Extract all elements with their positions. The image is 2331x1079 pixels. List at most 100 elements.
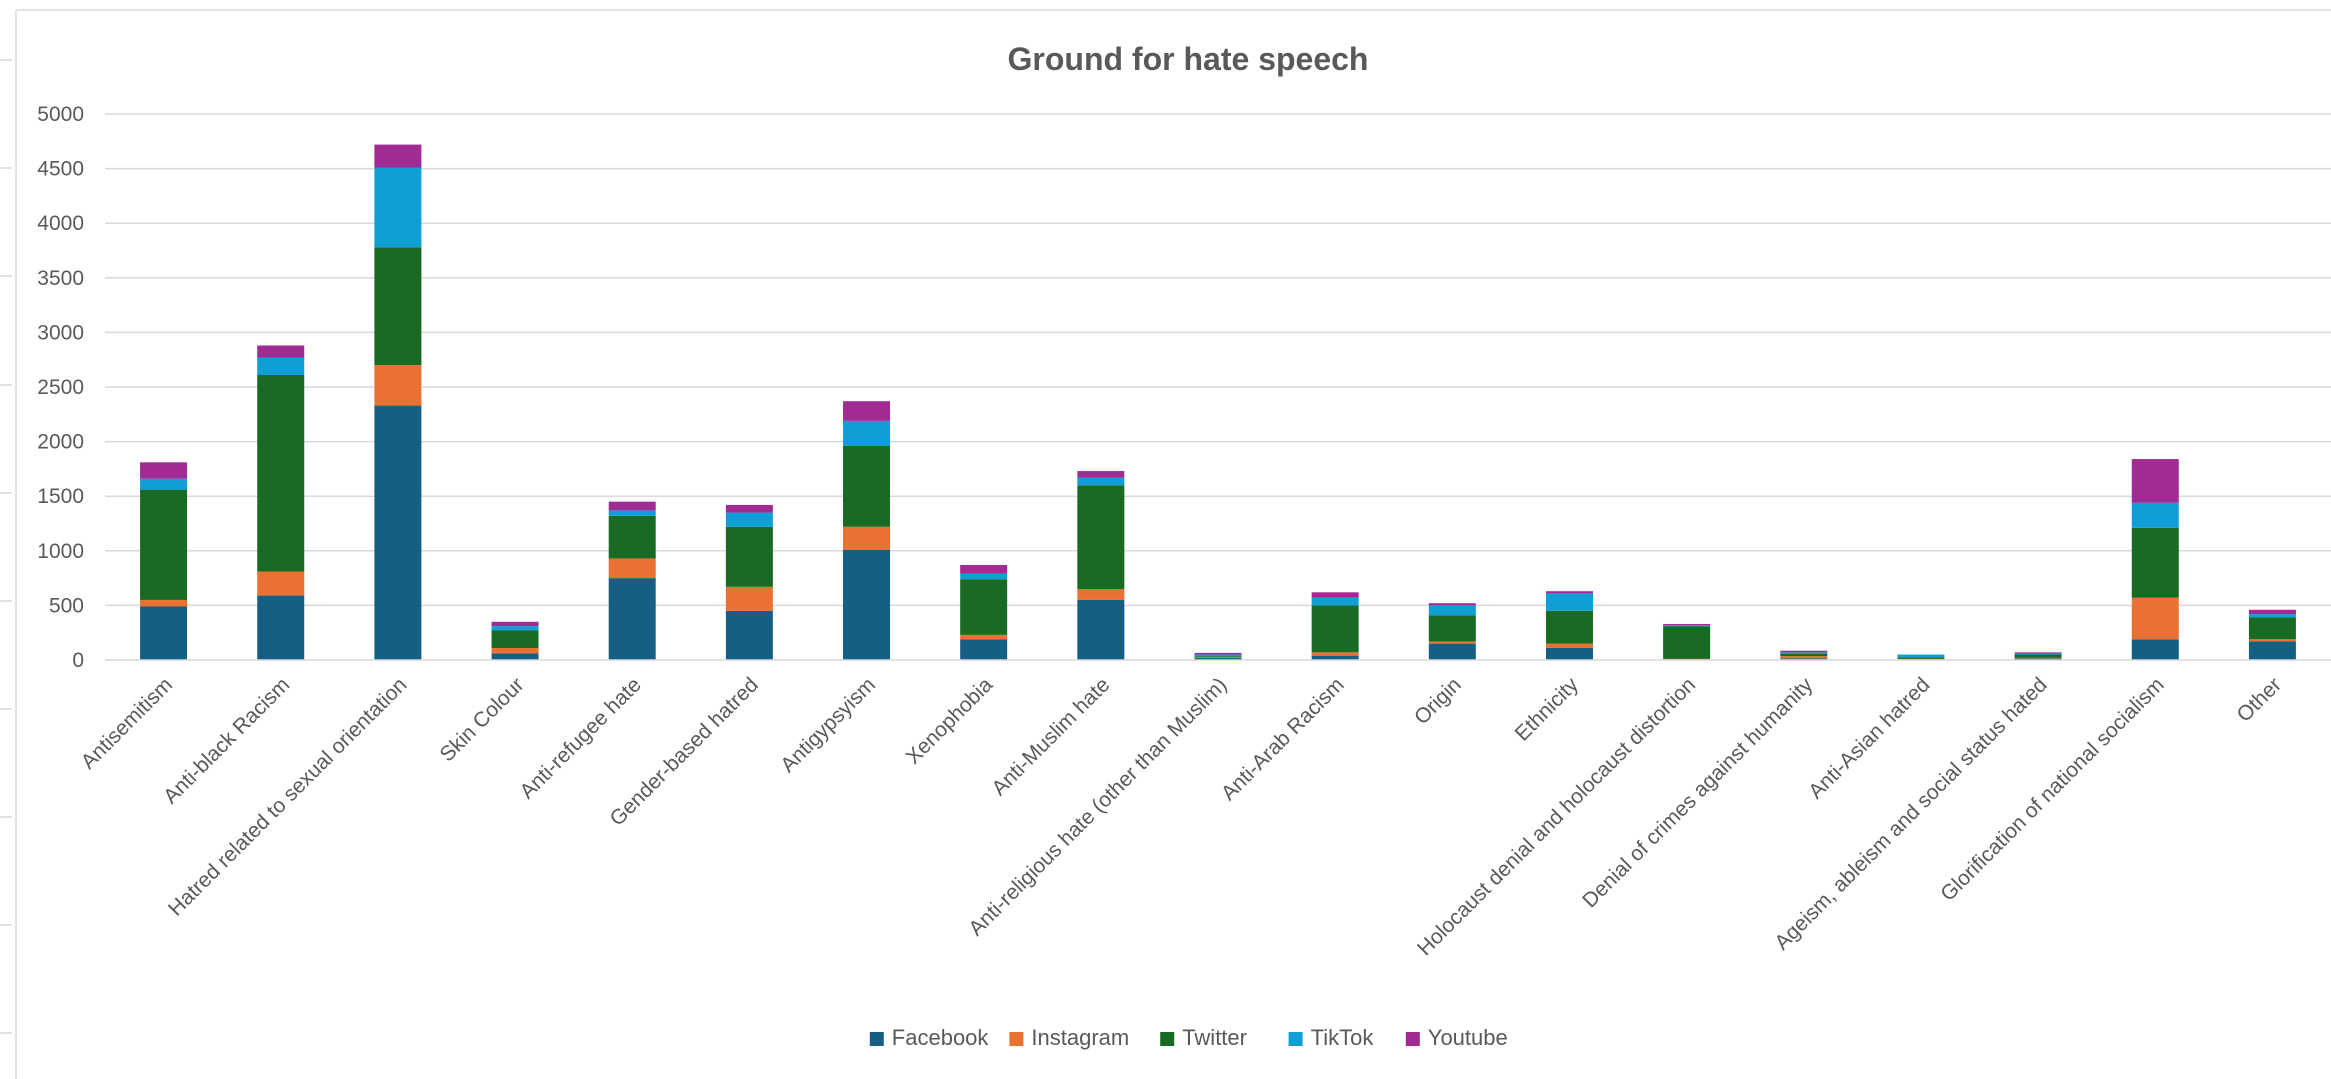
bar-stack xyxy=(608,501,656,660)
x-category-label: Anti-Arab Racism xyxy=(1217,673,1349,805)
bar-stack xyxy=(1545,591,1593,660)
bar-segment-youtube xyxy=(960,564,1008,574)
bar-segment-tiktok xyxy=(491,626,539,631)
bar-segment-youtube xyxy=(2014,652,2062,654)
bar-segment-facebook xyxy=(491,653,539,660)
bar-segment-twitter xyxy=(1428,615,1476,642)
bar-segment-youtube xyxy=(1663,623,1711,626)
bar-segment-youtube xyxy=(1428,603,1476,606)
gridlines xyxy=(105,113,2331,607)
bar-stack xyxy=(374,144,422,660)
bar-segment-tiktok xyxy=(1780,652,1828,654)
bar-segment-facebook xyxy=(725,610,773,660)
y-tick-label: 0 xyxy=(72,649,84,672)
x-category-label: Anti-black Racism xyxy=(159,673,294,808)
legend-swatch xyxy=(869,1032,884,1046)
bar-segment-tiktok xyxy=(1663,625,1711,627)
bar-segment-instagram xyxy=(257,571,305,596)
bar-segment-twitter xyxy=(2014,654,2062,658)
bar-segment-youtube xyxy=(491,621,539,627)
x-category-label: Other xyxy=(2233,673,2286,726)
bar-segment-instagram xyxy=(491,647,539,654)
bar-segment-instagram xyxy=(1780,656,1828,659)
legend-item-facebook: Facebook xyxy=(869,1025,990,1050)
bar-segment-twitter xyxy=(960,579,1008,635)
bar-segment-twitter xyxy=(1780,653,1828,657)
bar-stack xyxy=(960,564,1008,660)
bar-stack xyxy=(1663,623,1711,660)
bar-segment-twitter xyxy=(1663,626,1711,659)
bar-segment-tiktok xyxy=(2131,502,2179,528)
bar-segment-instagram xyxy=(843,526,891,550)
bar-segment-instagram xyxy=(2131,597,2179,640)
bar-segment-facebook xyxy=(608,578,656,660)
bar-segment-tiktok xyxy=(1077,477,1125,486)
y-tick-label: 500 xyxy=(49,594,84,617)
bar-segment-youtube xyxy=(608,501,656,511)
bar-segment-youtube xyxy=(2248,609,2296,615)
bar-segment-twitter xyxy=(140,489,188,600)
bar-segment-facebook xyxy=(2014,658,2062,660)
bar-segment-tiktok xyxy=(1194,654,1242,657)
bar-segment-youtube xyxy=(1077,471,1125,478)
bars xyxy=(140,144,2296,660)
x-category-label: Hatred related to sexual orientation xyxy=(164,673,411,920)
bar-segment-youtube xyxy=(257,345,305,358)
bar-segment-instagram xyxy=(1194,657,1242,658)
bar-segment-facebook xyxy=(960,639,1008,660)
bar-segment-facebook xyxy=(1428,643,1476,660)
bar-segment-youtube xyxy=(1194,652,1242,655)
bar-segment-twitter xyxy=(725,526,773,587)
x-category-label: Denial of crimes against humanity xyxy=(1578,673,1817,912)
bar-segment-youtube xyxy=(725,504,773,513)
bar-stack xyxy=(725,504,773,660)
bar-segment-tiktok xyxy=(1545,593,1593,611)
bar-segment-youtube xyxy=(2131,459,2179,503)
y-tick-label: 5000 xyxy=(37,103,84,126)
x-category-label: Ethnicity xyxy=(1511,673,1584,746)
x-category-label: Anti-religious hate (other than Muslim) xyxy=(964,673,1231,940)
y-tick-label: 3000 xyxy=(37,321,84,344)
bar-segment-instagram xyxy=(2248,639,2296,642)
bar-stack xyxy=(2131,459,2179,660)
legend-label: TikTok xyxy=(1311,1025,1375,1050)
x-category-label: Anti-Muslim hate xyxy=(988,673,1115,800)
legend-label: Twitter xyxy=(1182,1025,1247,1050)
bar-stack xyxy=(1077,471,1125,660)
legend-item-twitter: Twitter xyxy=(1160,1025,1247,1050)
bar-segment-instagram xyxy=(374,365,422,406)
legend-item-instagram: Instagram xyxy=(1009,1025,1129,1050)
bar-segment-instagram xyxy=(2014,657,2062,659)
bar-stack xyxy=(140,462,188,660)
bar-segment-twitter xyxy=(374,247,422,366)
legend-swatch xyxy=(1405,1032,1420,1046)
bar-segment-instagram xyxy=(960,634,1008,640)
bar-segment-facebook xyxy=(257,595,305,660)
y-axis: 0 500 1000 1500 2000 2500 3000 3500 4000 4500 5000 xyxy=(37,103,84,672)
bar-segment-instagram xyxy=(725,586,773,611)
y-tick-label: 1500 xyxy=(37,485,84,508)
bar-segment-facebook xyxy=(1194,657,1242,660)
bar-segment-facebook xyxy=(2131,639,2179,660)
legend-label: Instagram xyxy=(1031,1025,1129,1050)
legend-swatch xyxy=(1009,1032,1024,1046)
bar-stack xyxy=(1428,603,1476,660)
x-category-label: Antisemitism xyxy=(77,673,177,773)
legend-label: Facebook xyxy=(892,1025,990,1050)
bar-segment-facebook xyxy=(1545,647,1593,660)
bar-stack xyxy=(1311,592,1359,660)
bar-segment-instagram xyxy=(1545,643,1593,648)
bar-segment-instagram xyxy=(1311,652,1359,656)
legend-swatch xyxy=(1288,1032,1303,1046)
bar-stack xyxy=(2248,609,2296,660)
bar-segment-tiktok xyxy=(843,420,891,446)
bar-segment-youtube xyxy=(843,401,891,421)
bar-segment-facebook xyxy=(1077,599,1125,660)
bar-segment-tiktok xyxy=(2248,614,2296,618)
bar-stack xyxy=(843,401,891,660)
bar-stack xyxy=(1194,652,1242,660)
bar-segment-twitter xyxy=(843,445,891,527)
